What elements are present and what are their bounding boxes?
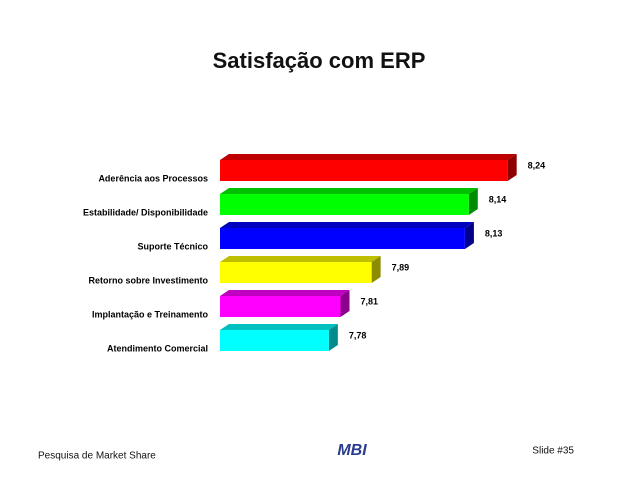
bar (220, 228, 465, 249)
bar (220, 160, 508, 181)
category-label: Estabilidade/ Disponibilidade (83, 207, 208, 217)
bar-top (220, 188, 478, 194)
category-label: Aderência aos Processos (98, 173, 208, 183)
category-label: Implantação e Treinamento (92, 309, 209, 319)
value-label: 8,24 (528, 160, 546, 170)
bar-top (220, 324, 338, 330)
bar (220, 262, 372, 283)
bar-side (371, 256, 381, 283)
bar-side (340, 290, 350, 317)
value-label: 7,78 (349, 330, 367, 340)
bar-side (507, 154, 517, 181)
footer-source: Pesquisa de Market Share (38, 451, 156, 462)
value-label: 8,13 (485, 228, 503, 238)
bar-top (220, 256, 381, 262)
bar (220, 330, 329, 351)
bar (220, 296, 341, 317)
bar-side (464, 222, 474, 249)
bar-top (220, 154, 517, 160)
value-label: 7,81 (361, 296, 379, 306)
bar-top (220, 222, 474, 228)
bar-side (328, 324, 338, 351)
bar-top (220, 290, 350, 296)
category-label: Suporte Técnico (137, 241, 208, 251)
category-label: Retorno sobre Investimento (88, 275, 208, 285)
footer-slide: Slide #35 (532, 446, 574, 457)
value-label: 7,89 (392, 262, 410, 272)
bar (220, 194, 469, 215)
value-label: 8,14 (489, 194, 507, 204)
logo: MBI (337, 442, 367, 459)
bar-side (468, 188, 478, 215)
chart-title: Satisfação com ERP (213, 48, 426, 73)
category-label: Atendimento Comercial (107, 343, 208, 353)
